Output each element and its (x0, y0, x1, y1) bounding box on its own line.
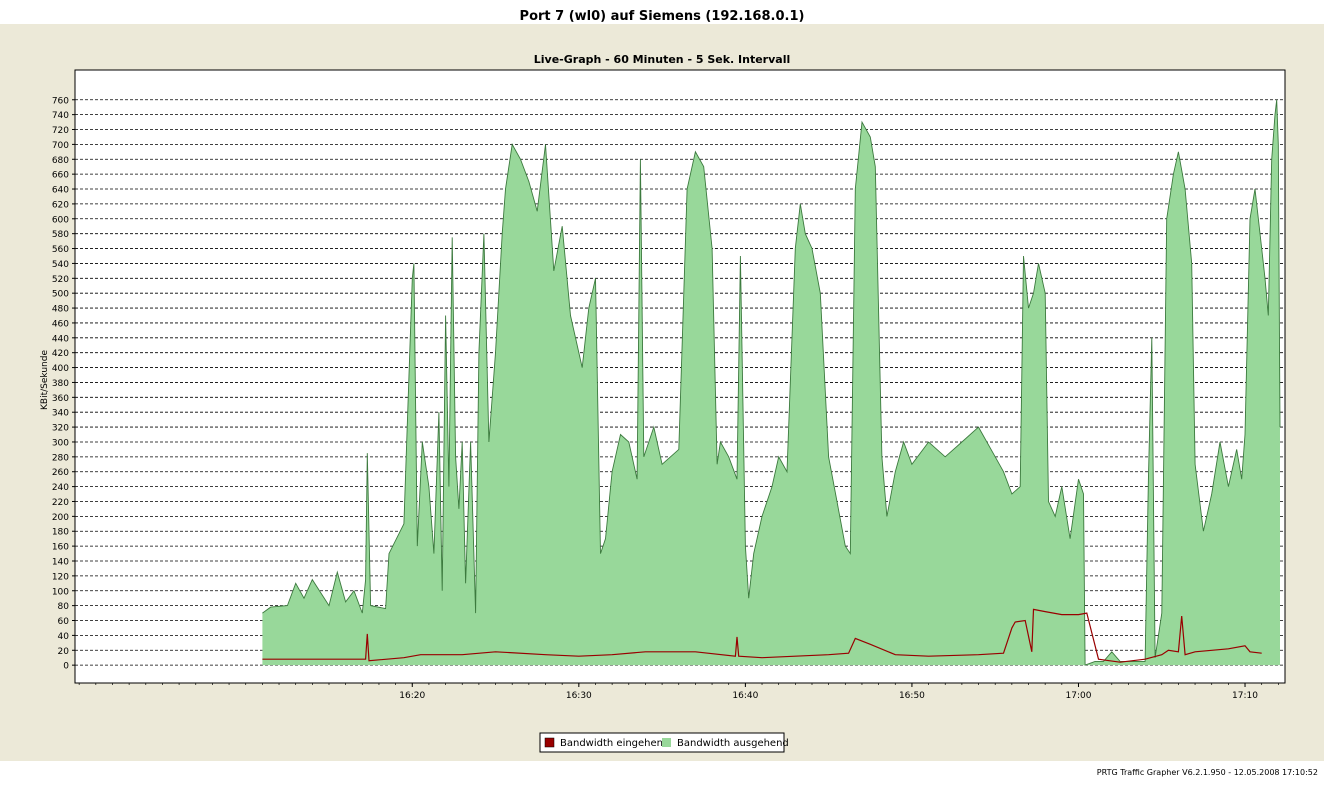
y-tick-label: 140 (52, 557, 69, 567)
y-tick-label: 600 (52, 215, 69, 225)
y-tick-label: 240 (52, 483, 69, 493)
y-tick-label: 100 (52, 587, 69, 597)
y-tick-label: 380 (52, 379, 69, 389)
chart-panel: Live-Graph - 60 Minuten - 5 Sek. Interva… (0, 24, 1324, 761)
series-layer (262, 99, 1281, 666)
y-tick-label: 620 (52, 200, 69, 210)
y-tick-label: 640 (52, 186, 69, 196)
x-tick-label: 17:10 (1232, 691, 1258, 701)
y-tick-label: 660 (52, 171, 69, 181)
y-tick-label: 120 (52, 572, 69, 582)
y-axis-label: KBit/Sekunde (40, 350, 50, 410)
y-tick-label: 680 (52, 156, 69, 166)
series-outgoing-line (262, 99, 1281, 666)
legend: Bandwidth eingehend Bandwidth ausgehend (539, 732, 789, 753)
y-tick-label: 460 (52, 319, 69, 329)
chart-title: Live-Graph - 60 Minuten - 5 Sek. Interva… (534, 53, 790, 66)
y-tick-label: 280 (52, 453, 69, 463)
series-outgoing-area (262, 99, 1280, 666)
y-tick-label: 180 (52, 528, 69, 538)
y-tick-label: 0 (63, 662, 69, 672)
traffic-chart: Live-Graph - 60 Minuten - 5 Sek. Interva… (40, 53, 1286, 753)
footer-version-timestamp: PRTG Traffic Grapher V6.2.1.950 - 12.05.… (1096, 768, 1318, 777)
y-tick-label: 520 (52, 275, 69, 285)
x-axis-tick-labels: 16:20 16:30 16:40 16:50 17:00 17:10 (78, 683, 1279, 701)
y-axis-tick-labels: 0 20 40 60 80 100 120 140 160 180 200 220 240 260 280 3… (52, 96, 75, 672)
window-title: Port 7 (wl0) auf Siemens (192.168.0.1) (519, 9, 805, 24)
y-tick-label: 20 (58, 647, 70, 657)
y-tick-label: 200 (52, 513, 69, 523)
y-tick-label: 80 (58, 602, 70, 612)
y-tick-label: 340 (52, 409, 69, 419)
y-tick-label: 300 (52, 438, 69, 448)
x-tick-label: 16:20 (399, 691, 425, 701)
legend-swatch-outgoing (662, 738, 671, 747)
y-tick-label: 360 (52, 394, 69, 404)
y-tick-label: 760 (52, 96, 69, 106)
y-tick-label: 440 (52, 334, 69, 344)
y-tick-label: 480 (52, 305, 69, 315)
y-tick-label: 700 (52, 141, 69, 151)
y-tick-label: 580 (52, 230, 69, 240)
y-tick-label: 320 (52, 424, 69, 434)
y-tick-label: 540 (52, 260, 69, 270)
y-tick-label: 720 (52, 126, 69, 136)
x-tick-label: 16:40 (732, 691, 758, 701)
y-tick-label: 400 (52, 364, 69, 374)
y-tick-label: 220 (52, 498, 69, 508)
y-tick-label: 420 (52, 349, 69, 359)
x-tick-label: 16:50 (899, 691, 925, 701)
y-tick-label: 560 (52, 245, 69, 255)
y-tick-label: 160 (52, 543, 69, 553)
y-tick-label: 740 (52, 111, 69, 121)
legend-swatch-incoming (544, 737, 555, 748)
legend-label-outgoing: Bandwidth ausgehend (677, 738, 789, 749)
x-tick-label: 17:00 (1066, 691, 1092, 701)
x-tick-label: 16:30 (566, 691, 592, 701)
y-tick-label: 40 (58, 632, 70, 642)
series-incoming-line (262, 608, 1262, 663)
y-tick-label: 260 (52, 468, 69, 478)
legend-label-incoming: Bandwidth eingehend (560, 738, 669, 749)
y-tick-label: 500 (52, 290, 69, 300)
y-tick-label: 60 (58, 617, 70, 627)
